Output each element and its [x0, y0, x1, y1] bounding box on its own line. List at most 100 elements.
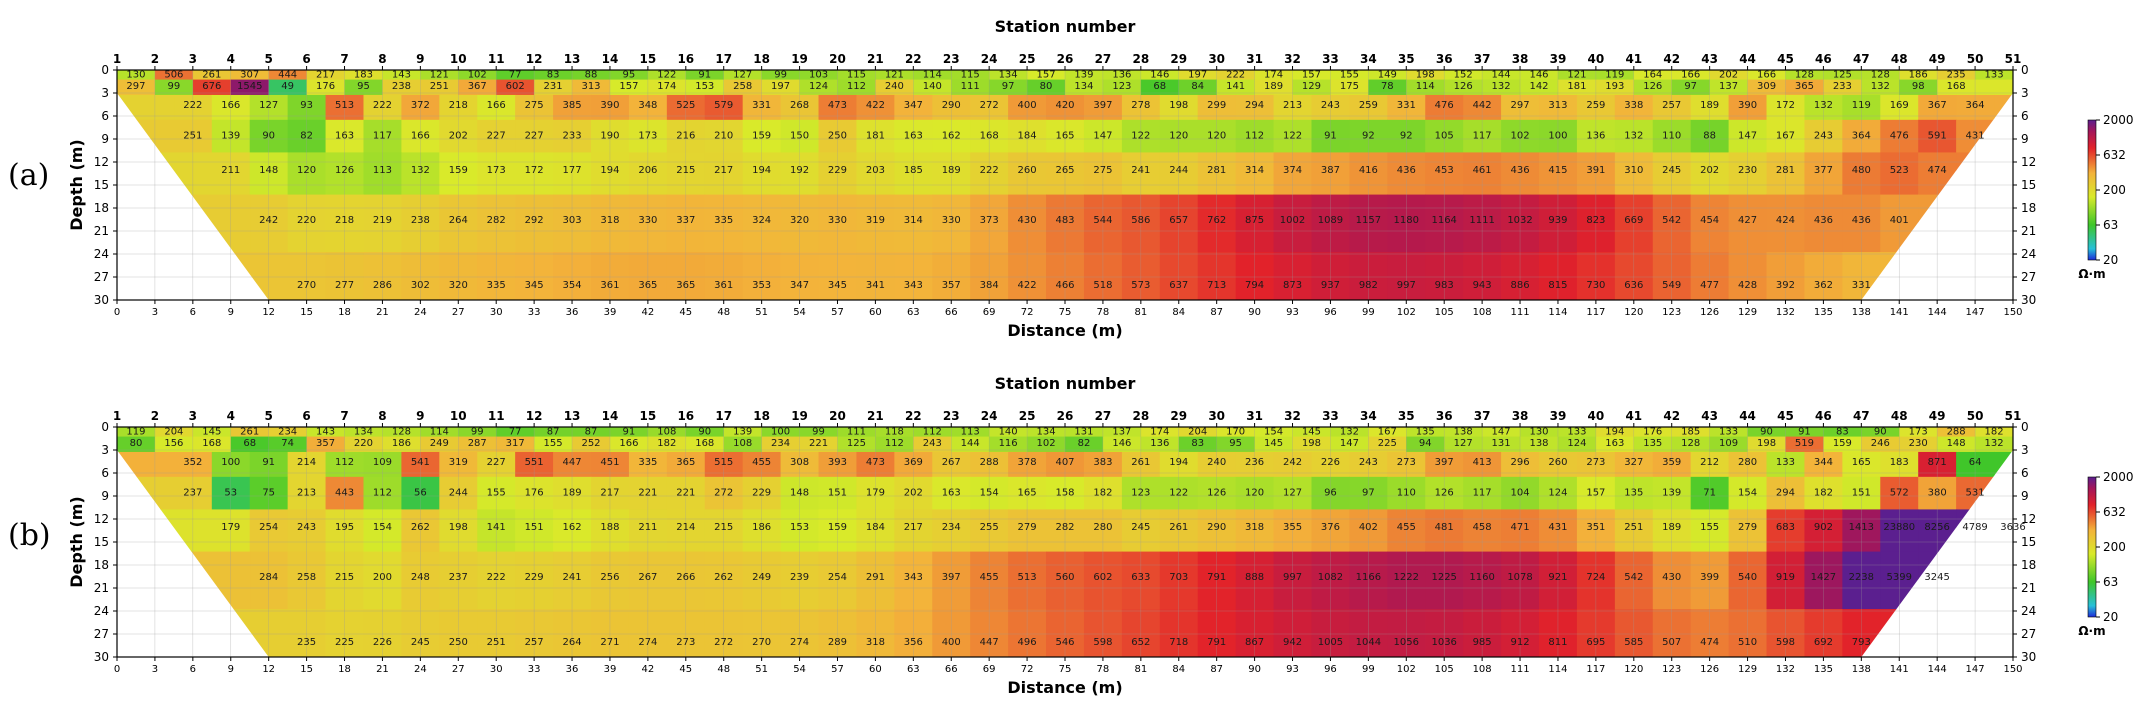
- station-label: 14: [602, 52, 619, 66]
- colorbar: 20 63 200 632 2000 Ω·m: [2078, 113, 2133, 281]
- station-label: 32: [1284, 409, 1301, 423]
- heat-cell: [1065, 427, 1104, 438]
- data-label: 151: [1852, 488, 1871, 499]
- data-label: 134: [1074, 81, 1093, 92]
- data-label: 902: [1814, 522, 1833, 533]
- x-tick-label: 18: [338, 664, 351, 675]
- data-label: 83: [1836, 426, 1849, 437]
- heat-cell: [1975, 427, 2013, 438]
- data-label: 531: [1966, 488, 1985, 499]
- data-label: 185: [1681, 426, 1700, 437]
- x-tick-label: 96: [1324, 664, 1337, 675]
- data-label: 369: [904, 457, 923, 468]
- data-label: 119: [1605, 69, 1624, 80]
- y-tick-label-right: 30: [2021, 293, 2036, 307]
- data-label: 286: [373, 280, 392, 291]
- data-label: 90: [262, 131, 275, 142]
- heat-cell: [989, 436, 1028, 453]
- heat-cell: [1121, 551, 1161, 610]
- heat-cell: [344, 79, 383, 96]
- data-label: 281: [1776, 165, 1795, 176]
- data-label: 133: [1719, 426, 1738, 437]
- heat-cell: [1368, 427, 1407, 438]
- heat-cell: [685, 436, 725, 453]
- data-label: 151: [525, 522, 544, 533]
- data-label: 249: [430, 438, 449, 449]
- station-label: 45: [1777, 409, 1794, 423]
- heat-cell: [268, 427, 308, 438]
- data-label: 1078: [1507, 572, 1532, 583]
- data-label: 49: [281, 81, 294, 92]
- heat-cell: [1444, 70, 1483, 81]
- data-label: 397: [1093, 100, 1112, 111]
- data-label: 217: [600, 488, 619, 499]
- heat-cell: [1121, 252, 1161, 300]
- data-label: 451: [600, 457, 619, 468]
- data-label: 345: [828, 280, 847, 291]
- data-label: 598: [1093, 637, 1112, 648]
- data-label: 506: [164, 69, 183, 80]
- station-label: 35: [1398, 409, 1415, 423]
- data-label: 274: [638, 637, 657, 648]
- data-label: 194: [600, 165, 619, 176]
- value-labels: 119 204 145 261 234 143 134 128 114 99 77 87 87 91 108…: [126, 426, 2025, 648]
- data-label: 135: [1643, 438, 1662, 449]
- data-label: 198: [1757, 438, 1776, 449]
- data-label: 413: [1473, 457, 1492, 468]
- data-label: 83: [547, 69, 560, 80]
- data-label: 245: [1662, 165, 1681, 176]
- heat-cell: [1406, 70, 1445, 81]
- station-label: 7: [340, 409, 348, 423]
- heat-cell: [1368, 70, 1407, 81]
- heat-cell: [761, 79, 801, 96]
- data-label: 216: [676, 131, 695, 142]
- data-label: 145: [1302, 426, 1321, 437]
- heat-cell: [1690, 119, 1730, 153]
- heat-cell: [1292, 79, 1331, 96]
- data-label: 90: [1760, 426, 1773, 437]
- data-label: 163: [335, 131, 354, 142]
- data-label: 242: [1283, 457, 1302, 468]
- heat-cell: [1235, 252, 1275, 300]
- data-label: 261: [240, 426, 259, 437]
- data-label: 102: [468, 69, 487, 80]
- data-label: 823: [1586, 215, 1605, 226]
- heat-cell: [572, 427, 611, 438]
- x-tick-label: 147: [1966, 307, 1985, 318]
- data-label: 867: [1245, 637, 1264, 648]
- data-label: 4789: [1962, 522, 1987, 533]
- data-label: 222: [487, 572, 506, 583]
- data-label: 172: [525, 165, 544, 176]
- heat-cell: [382, 436, 421, 453]
- station-label: 8: [378, 52, 386, 66]
- data-label: 422: [1018, 280, 1037, 291]
- heat-cell: [799, 436, 838, 453]
- data-label: 176: [1643, 426, 1662, 437]
- heat-cell: [1823, 427, 1862, 438]
- heat-cell: [1027, 427, 1066, 438]
- data-label: 98: [1912, 81, 1925, 92]
- heat-cell: [1254, 70, 1294, 81]
- heat-cell: [970, 509, 1009, 553]
- panel-b: 0 3 6 9 12 15 18 21 24 27 30 33 36 39 42 45 48 51 54 57 60 63…: [8, 374, 2134, 697]
- y-tick-label-left: 24: [94, 247, 109, 261]
- heat-cell: [1823, 436, 1862, 453]
- colorbar-tick-label: 20: [2103, 610, 2118, 624]
- y-axis-title: Depth (m): [67, 496, 86, 588]
- heat-cell: [1121, 194, 1161, 253]
- data-label: 226: [373, 637, 392, 648]
- data-label: 124: [809, 81, 828, 92]
- heat-cell: [1027, 436, 1066, 453]
- station-label: 49: [1929, 52, 1946, 66]
- data-label: 112: [847, 81, 866, 92]
- data-label: 142: [1529, 81, 1548, 92]
- heat-cell: [837, 70, 876, 81]
- heat-cell: [553, 476, 592, 510]
- data-label: 215: [714, 522, 733, 533]
- data-label: 361: [600, 280, 619, 291]
- data-label: 214: [676, 522, 695, 533]
- heat-cell: [1937, 436, 1976, 453]
- station-label: 40: [1588, 409, 1605, 423]
- y-tick-label-left: 18: [94, 558, 109, 572]
- data-label: 447: [980, 637, 999, 648]
